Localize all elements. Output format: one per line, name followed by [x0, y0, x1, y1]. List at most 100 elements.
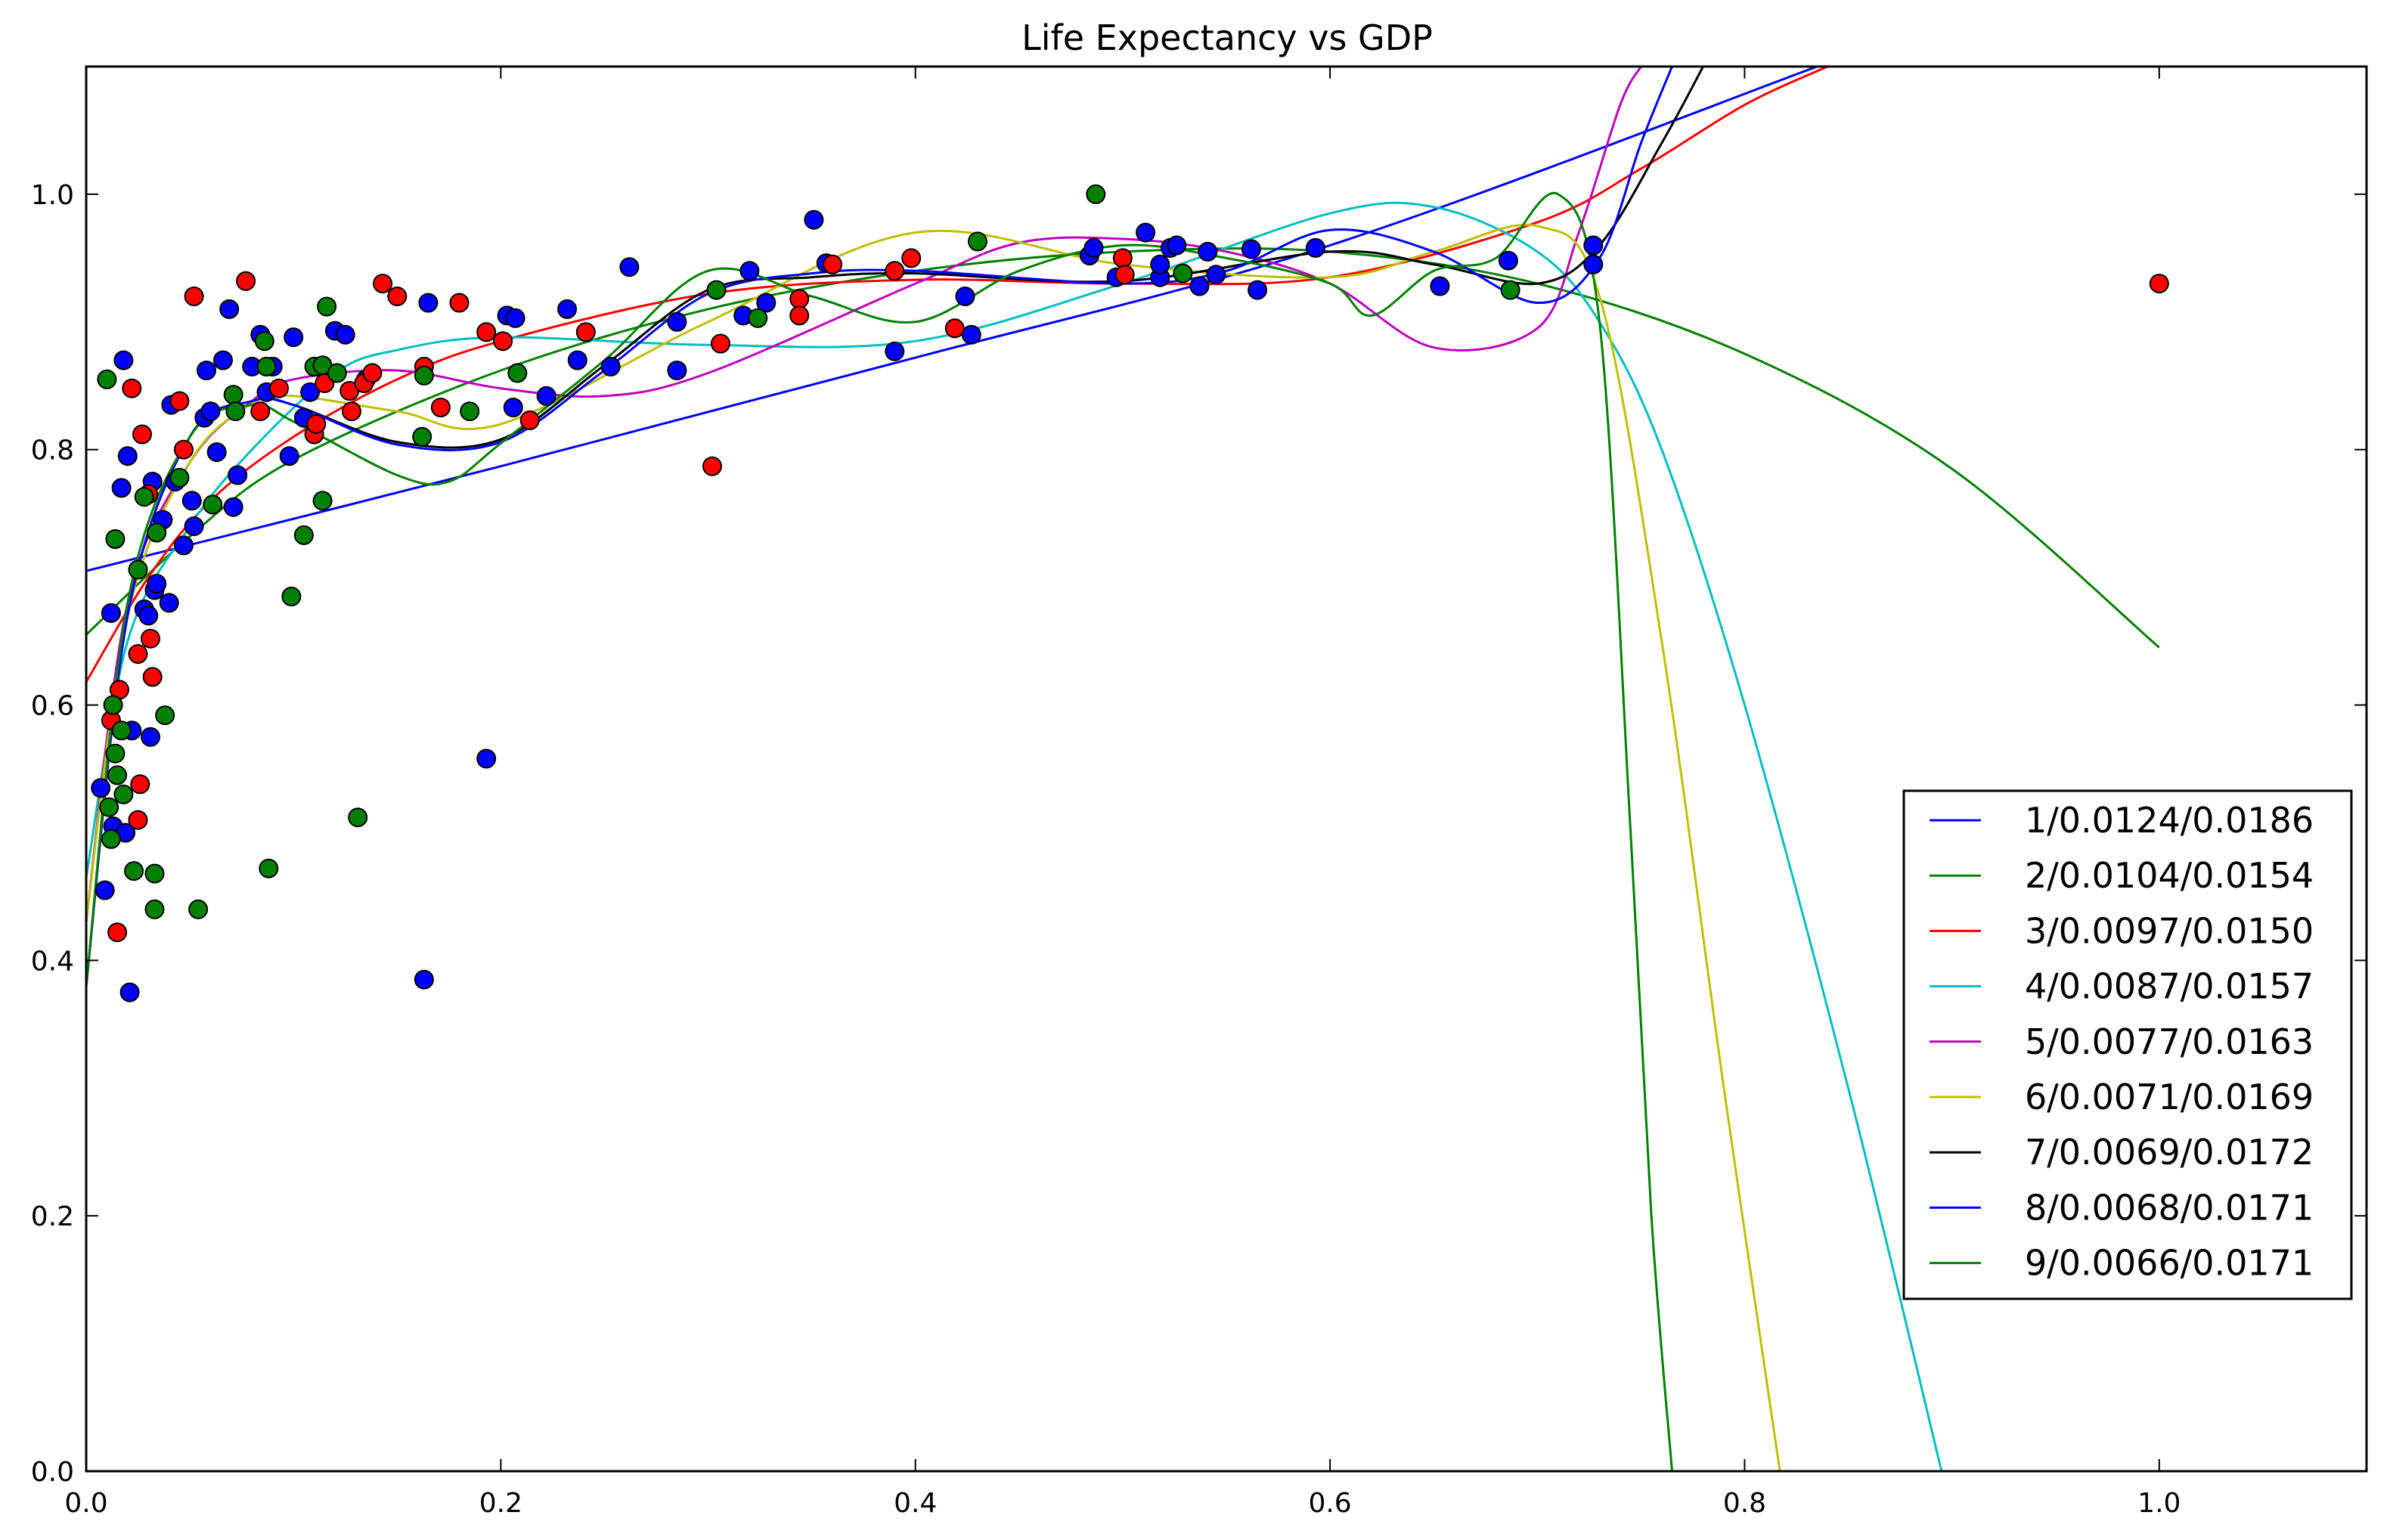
scatter-point	[414, 969, 434, 990]
scatter-point	[1248, 280, 1268, 300]
scatter-point	[327, 363, 347, 383]
scatter-point	[138, 606, 159, 626]
legend-label: 5/0.0077/0.0163	[2025, 1021, 2314, 1062]
scatter-point	[213, 350, 233, 370]
scatter-point	[142, 667, 163, 687]
legend-label: 4/0.0087/0.0157	[2025, 966, 2314, 1007]
scatter-point	[113, 784, 134, 804]
scatter-point	[122, 378, 142, 398]
scatter-point	[600, 356, 621, 376]
scatter-point	[493, 331, 513, 352]
scatter-point	[236, 271, 256, 291]
scatter-point	[362, 363, 383, 383]
scatter-point	[181, 491, 202, 511]
legend-label: 9/0.0066/0.0171	[2025, 1243, 2314, 1284]
scatter-point	[1430, 276, 1450, 296]
scatter-point	[430, 398, 451, 417]
scatter-point	[1167, 235, 1187, 256]
scatter-point	[197, 361, 216, 380]
scatter-point	[1112, 248, 1133, 268]
scatter-point	[885, 261, 905, 281]
scatter-point	[575, 322, 596, 342]
scatter-point	[1173, 263, 1193, 284]
x-tick-label: 0.2	[479, 1488, 522, 1519]
scatter-point	[200, 401, 221, 422]
scatter-point	[449, 293, 470, 313]
scatter-point	[1114, 265, 1135, 285]
scatter-point	[99, 797, 119, 817]
chart-title: Life Expectancy vs GDP	[1021, 17, 1433, 58]
scatter-point	[706, 280, 727, 300]
scatter-point	[259, 858, 279, 878]
x-tick-label: 1.0	[2137, 1488, 2181, 1519]
scatter-point	[1086, 184, 1106, 204]
scatter-point	[279, 446, 299, 466]
scatter-point	[144, 899, 165, 919]
y-tick-label: 0.8	[31, 435, 74, 466]
scatter-point	[101, 829, 121, 849]
scatter-point	[284, 327, 304, 348]
scatter-point	[300, 382, 321, 402]
scatter-point	[132, 424, 152, 445]
scatter-point	[748, 308, 768, 328]
scatter-point	[1241, 239, 1261, 259]
scatter-point	[223, 385, 243, 405]
scatter-point	[141, 727, 160, 747]
scatter-point	[536, 386, 556, 406]
scatter-point	[885, 341, 905, 361]
scatter-point	[2149, 274, 2169, 294]
y-tick-label: 1.0	[31, 180, 74, 211]
scatter-point	[105, 743, 126, 764]
scatter-point	[335, 324, 355, 345]
scatter-point	[103, 695, 123, 715]
scatter-point	[1136, 222, 1156, 243]
scatter-point	[97, 369, 117, 389]
scatter-point	[293, 525, 314, 545]
scatter-point	[141, 628, 160, 649]
scatter-point	[256, 356, 277, 376]
scatter-point	[1305, 237, 1325, 258]
y-axis-ticks: 0.0 0.2 0.4 0.6 0.8 1.0	[31, 180, 2367, 1488]
x-tick-label: 0.4	[894, 1488, 937, 1519]
scatter-point	[1083, 237, 1104, 258]
scatter-point	[1189, 276, 1210, 296]
scatter-point	[107, 922, 128, 943]
scatter-point	[476, 748, 497, 769]
y-tick-label: 0.4	[31, 946, 74, 977]
scatter-point	[128, 559, 148, 580]
scatter-point	[1498, 250, 1518, 271]
scatter-point	[269, 378, 289, 398]
scatter-point	[203, 494, 223, 515]
scatter-point	[667, 311, 687, 332]
scatter-point	[503, 398, 523, 417]
scatter-point	[460, 401, 480, 422]
scatter-point	[1583, 254, 1604, 274]
scatter-point	[1500, 280, 1520, 300]
scatter-point	[505, 308, 525, 328]
x-tick-label: 0.6	[1308, 1488, 1351, 1519]
scatter-point	[418, 293, 439, 313]
y-tick-label: 0.2	[31, 1201, 74, 1232]
scatter-point	[111, 720, 132, 741]
scatter-point	[944, 318, 965, 339]
scatter-point	[105, 529, 126, 549]
scatter-point	[250, 401, 271, 422]
scatter-point	[414, 365, 434, 386]
legend: 1/0.0124/0.0186 2/0.0104/0.0154 3/0.0097/0…	[1902, 789, 2353, 1300]
scatter-point	[113, 350, 134, 370]
scatter-point	[254, 331, 274, 352]
scatter-point	[95, 880, 115, 900]
scatter-point	[789, 305, 810, 326]
scatter-point	[169, 467, 190, 488]
scatter-point	[412, 426, 432, 447]
scatter-point	[117, 446, 138, 466]
scatter-point	[223, 497, 243, 517]
fit-curve-1	[86, 67, 1818, 572]
scatter-point	[1198, 241, 1218, 262]
scatter-point	[789, 289, 810, 309]
scatter-point	[101, 603, 121, 623]
scatter-point	[206, 442, 227, 463]
scatter-point	[306, 414, 327, 434]
scatter-point	[711, 333, 730, 354]
